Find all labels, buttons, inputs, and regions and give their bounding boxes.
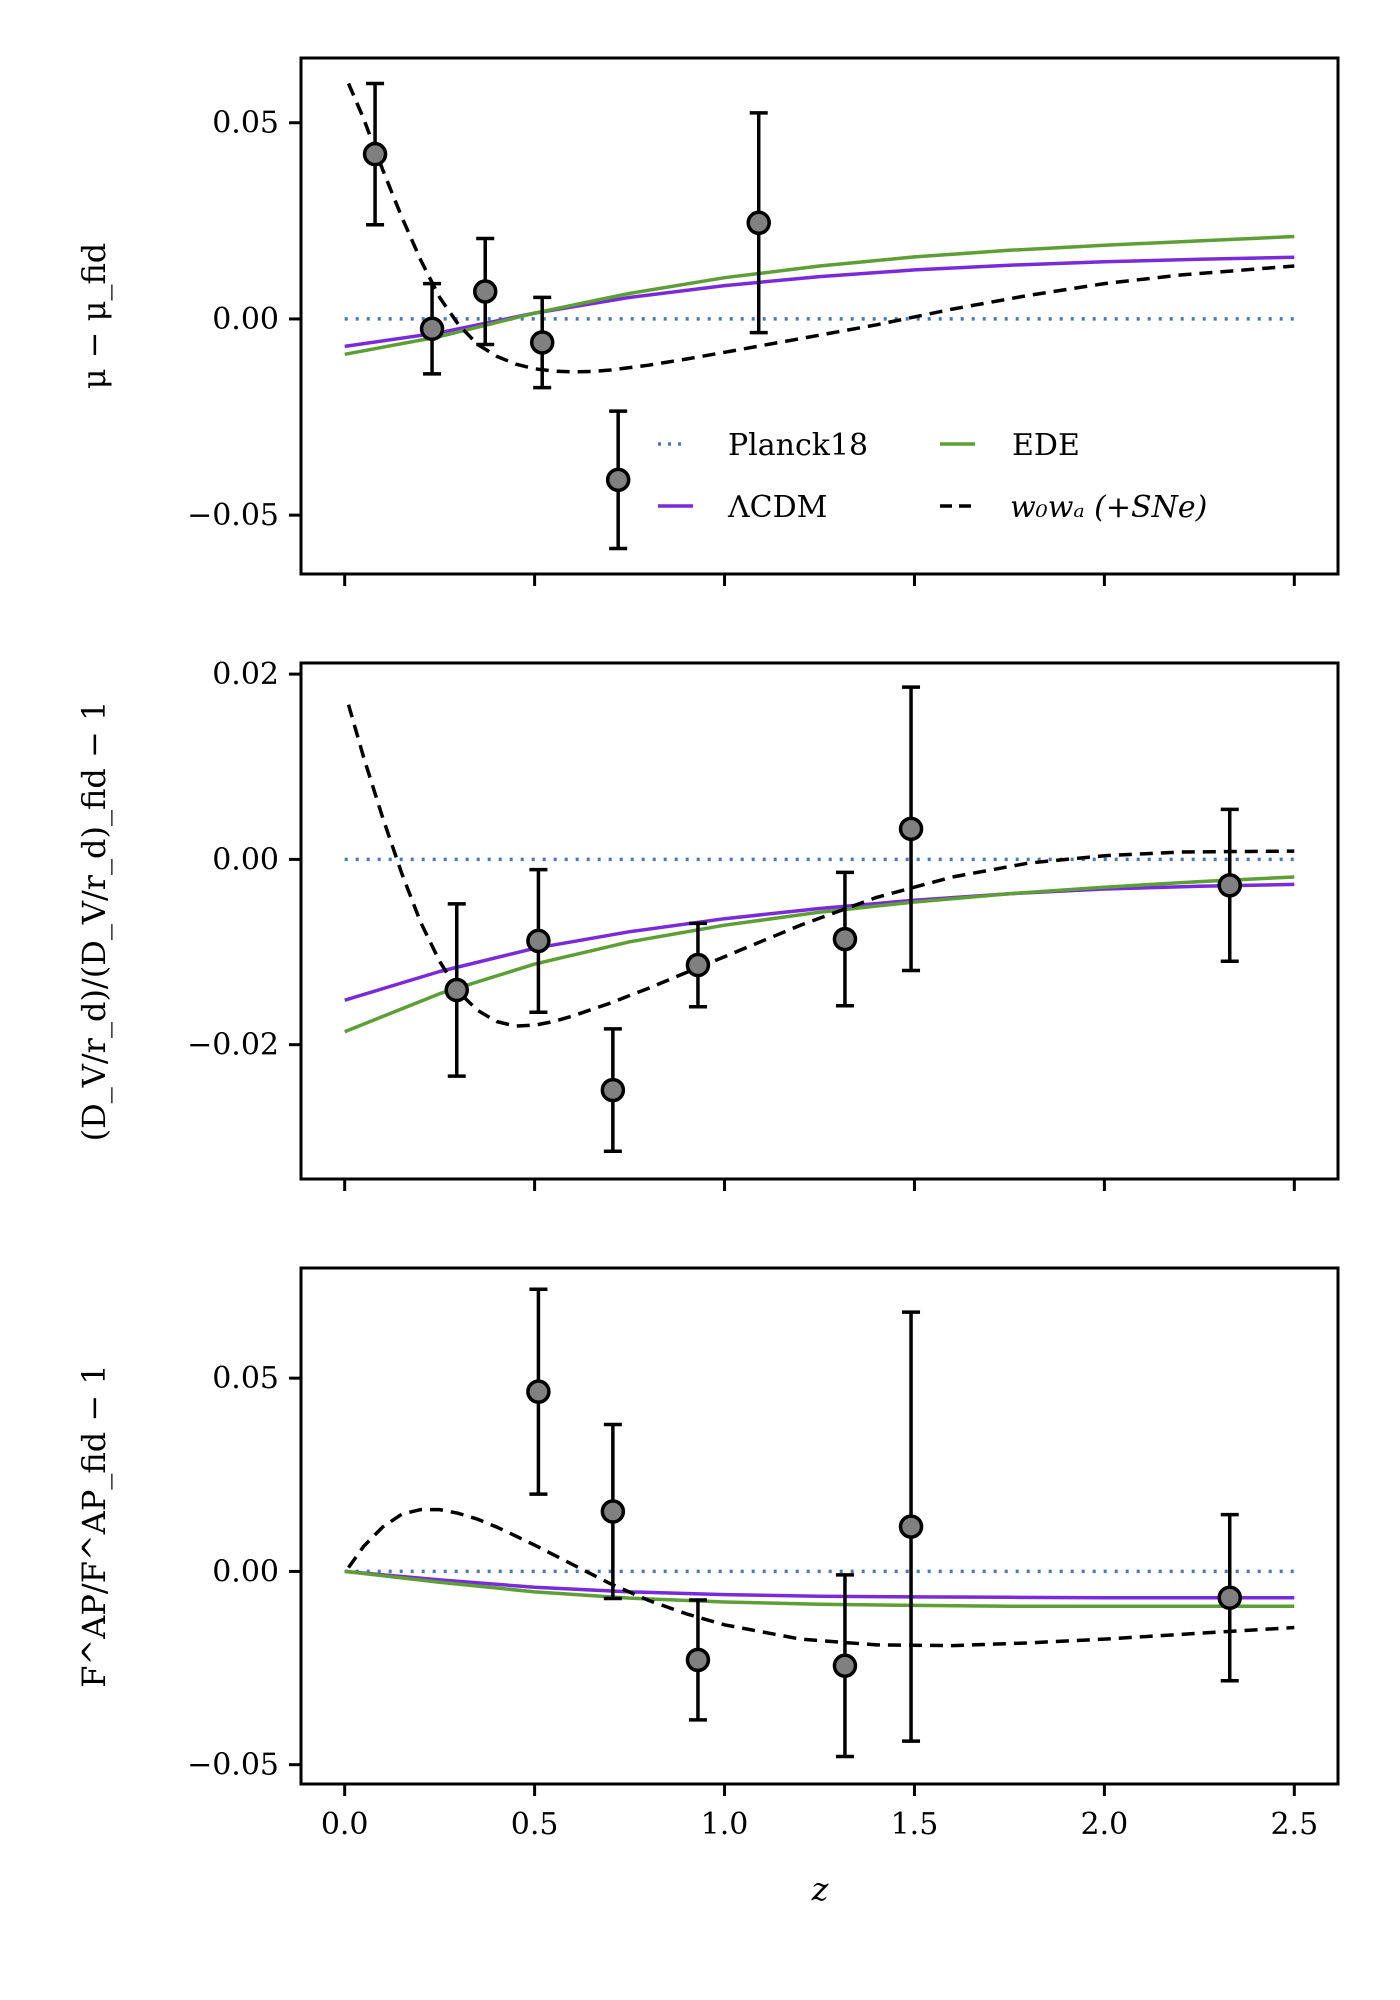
y-tick-label: −0.05	[187, 1748, 279, 1783]
data-point	[898, 685, 924, 973]
panel-dv-rd: (D_V/r_d)/(D_V/r_d)_fid − 1 −0.02 0.00 0.0…	[75, 657, 1340, 1191]
data-marker	[419, 316, 445, 342]
series-layer	[344, 82, 1295, 374]
data-marker	[1217, 873, 1242, 898]
data-marker	[832, 1653, 858, 1678]
data-point	[419, 281, 445, 376]
series-line-w0wa	[346, 704, 1295, 1028]
data-point	[685, 921, 711, 1009]
y-axis-label: F^AP/F^AP_fid − 1	[75, 1364, 113, 1687]
x-tick-label: 0.0	[321, 1807, 369, 1842]
data-point	[600, 1422, 626, 1601]
series-layer	[344, 1507, 1295, 1648]
x-tick-label: 1.0	[701, 1807, 749, 1842]
ticks-layer: −0.05 0.00 0.05 0.0 0.5 1.0 1.5 2.0 2.5	[187, 1361, 1318, 1842]
series-line-lcdm	[344, 1569, 1295, 1600]
panel-fap: F^AP/F^AP_fid − 1 −0.05 0.00 0.05 0.0 0.5 1.0…	[75, 1266, 1340, 1842]
data-point	[529, 295, 555, 390]
data-marker	[362, 141, 388, 167]
data-point	[746, 111, 771, 335]
data-point	[832, 1573, 858, 1759]
legend: Planck18 EDE ΛCDM w₀wₐ (+SNe)	[658, 428, 1207, 525]
plot-frame	[299, 661, 1340, 1181]
data-marker	[898, 816, 924, 842]
data-points-layer	[526, 1287, 1242, 1759]
y-tick-label: −0.05	[187, 498, 279, 533]
data-marker	[600, 1077, 626, 1103]
y-tick-label: 0.00	[212, 1554, 279, 1589]
data-point	[444, 902, 469, 1078]
ticks-layer: −0.05 0.00 0.05	[187, 106, 1296, 586]
data-point	[832, 870, 858, 1008]
data-points-layer	[362, 81, 771, 551]
plot-frame	[299, 1266, 1340, 1786]
legend-planck-label: Planck18	[728, 428, 868, 463]
y-axis-label: (D_V/r_d)/(D_V/r_d)_fid − 1	[75, 701, 113, 1142]
data-marker	[526, 1379, 551, 1404]
data-marker	[526, 928, 551, 954]
series-line-w0wa	[346, 82, 1295, 374]
y-tick-label: 0.00	[212, 842, 279, 877]
panel-distance-modulus: μ − μ_fid −0.05 0.00 0.05 Planck18 EDE ΛCD…	[75, 56, 1340, 586]
series-line-lcdm	[344, 882, 1295, 1002]
legend-w0wa-label: w₀wₐ (+SNe)	[1010, 490, 1207, 525]
data-point	[605, 409, 631, 551]
data-point	[362, 81, 388, 227]
data-marker	[529, 330, 555, 355]
x-tick-label: 0.5	[511, 1807, 559, 1842]
data-marker	[600, 1499, 626, 1524]
series-line-ede	[344, 234, 1295, 357]
data-point	[526, 1287, 551, 1496]
data-marker	[746, 210, 771, 236]
series-line-ede	[344, 875, 1295, 1034]
data-point	[526, 867, 551, 1014]
data-points-layer	[444, 685, 1242, 1153]
legend-ede-label: EDE	[1012, 428, 1080, 463]
data-point	[1217, 1512, 1242, 1683]
data-point	[898, 1310, 924, 1743]
y-tick-label: −0.02	[187, 1028, 279, 1063]
y-tick-label: 0.05	[212, 1361, 279, 1396]
data-marker	[1217, 1585, 1242, 1610]
y-tick-label: 0.00	[212, 302, 279, 337]
y-tick-label: 0.05	[212, 106, 279, 141]
series-layer	[344, 704, 1295, 1034]
data-marker	[685, 1647, 711, 1673]
series-line-w0wa	[347, 1507, 1295, 1648]
ticks-layer: −0.02 0.00 0.02	[187, 657, 1296, 1191]
data-marker	[898, 1514, 924, 1539]
data-marker	[472, 279, 498, 304]
y-axis-label: μ − μ_fid	[75, 243, 113, 390]
data-marker	[444, 977, 469, 1003]
x-axis-label: z	[811, 1870, 830, 1908]
data-point	[600, 1027, 626, 1153]
data-point	[685, 1598, 711, 1722]
data-marker	[605, 467, 631, 493]
series-line-ede	[344, 1569, 1295, 1608]
plot-frame	[299, 56, 1340, 576]
x-tick-label: 2.0	[1081, 1807, 1129, 1842]
legend-lcdm-label: ΛCDM	[727, 490, 827, 525]
x-tick-label: 1.5	[891, 1807, 939, 1842]
x-tick-label: 2.5	[1270, 1807, 1318, 1842]
y-tick-label: 0.02	[212, 657, 279, 692]
data-marker	[832, 926, 858, 952]
data-marker	[685, 952, 711, 978]
data-point	[1217, 807, 1242, 964]
data-point	[472, 236, 498, 347]
